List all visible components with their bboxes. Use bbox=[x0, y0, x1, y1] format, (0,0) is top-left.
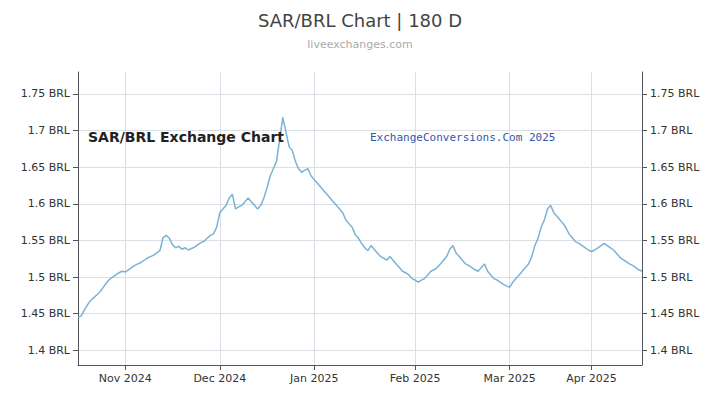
svg-text:Mar 2025: Mar 2025 bbox=[484, 372, 536, 385]
svg-text:Apr 2025: Apr 2025 bbox=[566, 372, 617, 385]
svg-text:1.75 BRL: 1.75 BRL bbox=[650, 87, 700, 100]
svg-text:liveexchanges.com: liveexchanges.com bbox=[307, 38, 412, 51]
svg-text:Jan 2025: Jan 2025 bbox=[289, 372, 338, 385]
svg-text:SAR/BRL Chart | 180 D: SAR/BRL Chart | 180 D bbox=[258, 10, 462, 31]
svg-text:1.5 BRL: 1.5 BRL bbox=[650, 271, 693, 284]
svg-text:Dec 2024: Dec 2024 bbox=[193, 372, 246, 385]
svg-text:1.4 BRL: 1.4 BRL bbox=[28, 344, 71, 357]
svg-text:1.6 BRL: 1.6 BRL bbox=[650, 197, 693, 210]
svg-text:1.55 BRL: 1.55 BRL bbox=[650, 234, 700, 247]
svg-text:1.7 BRL: 1.7 BRL bbox=[28, 124, 71, 137]
svg-text:1.45 BRL: 1.45 BRL bbox=[650, 307, 700, 320]
svg-text:Nov 2024: Nov 2024 bbox=[99, 372, 152, 385]
svg-text:1.5 BRL: 1.5 BRL bbox=[28, 271, 71, 284]
svg-text:ExchangeConversions.Com 2025: ExchangeConversions.Com 2025 bbox=[370, 131, 555, 144]
svg-text:1.65 BRL: 1.65 BRL bbox=[21, 161, 71, 174]
svg-text:1.7 BRL: 1.7 BRL bbox=[650, 124, 693, 137]
svg-text:1.55 BRL: 1.55 BRL bbox=[21, 234, 71, 247]
svg-text:SAR/BRL Exchange Chart: SAR/BRL Exchange Chart bbox=[88, 129, 284, 145]
svg-text:1.75 BRL: 1.75 BRL bbox=[21, 87, 71, 100]
svg-text:1.4 BRL: 1.4 BRL bbox=[650, 344, 693, 357]
svg-text:1.6 BRL: 1.6 BRL bbox=[28, 197, 71, 210]
svg-text:1.65 BRL: 1.65 BRL bbox=[650, 161, 700, 174]
svg-text:Feb 2025: Feb 2025 bbox=[390, 372, 441, 385]
svg-text:1.45 BRL: 1.45 BRL bbox=[21, 307, 71, 320]
